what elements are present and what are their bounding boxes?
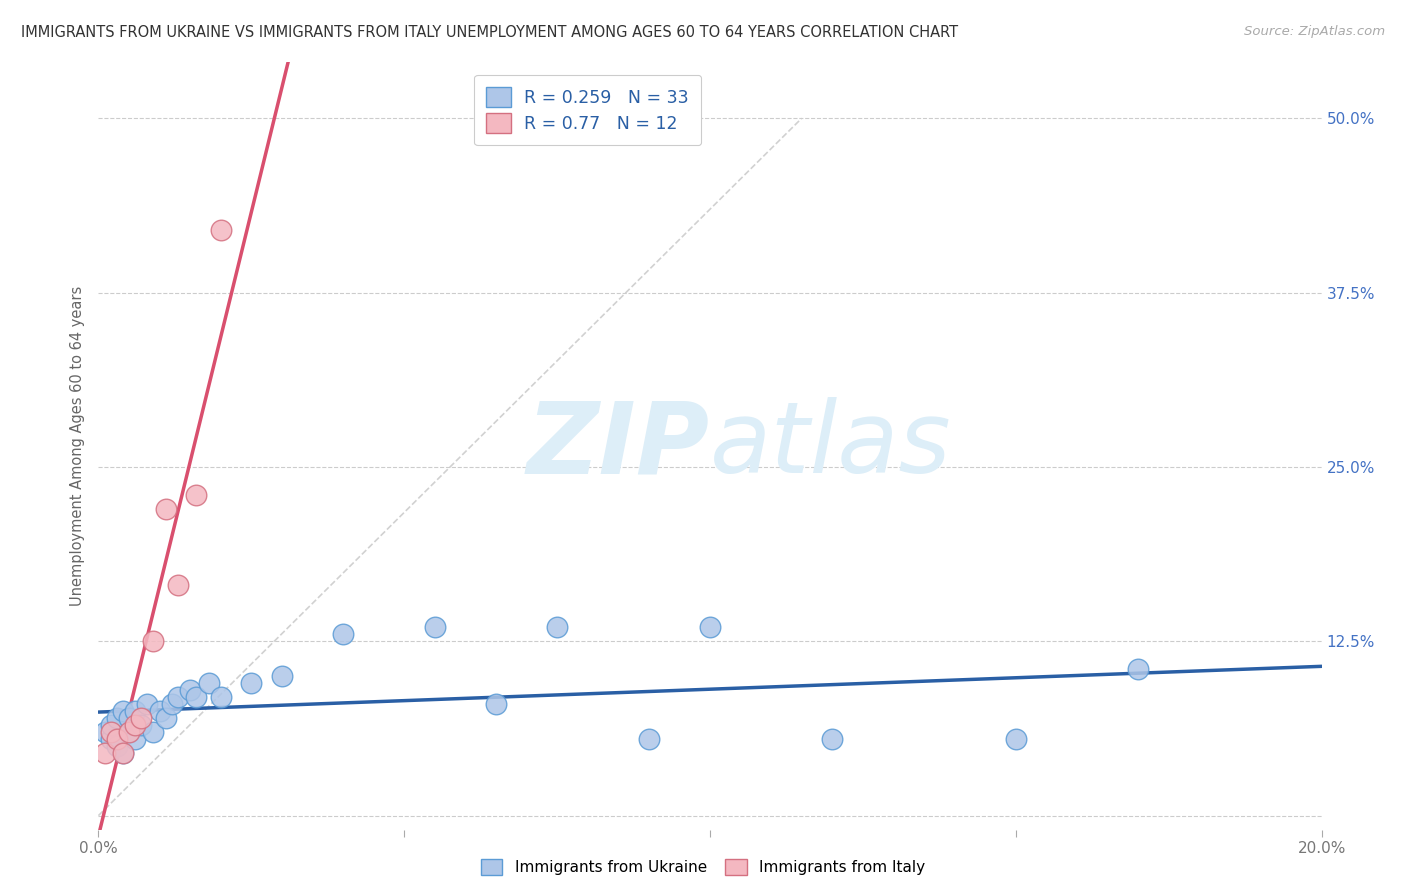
- Point: [209, 690, 232, 704]
- Point: [100, 718, 122, 732]
- Point: [105, 731, 128, 746]
- Text: atlas: atlas: [710, 398, 952, 494]
- Point: [149, 704, 172, 718]
- Text: Source: ZipAtlas.com: Source: ZipAtlas.com: [1244, 25, 1385, 38]
- Point: [270, 669, 292, 683]
- Point: [1004, 731, 1026, 746]
- Point: [100, 731, 122, 746]
- Point: [111, 746, 134, 760]
- Point: [546, 620, 568, 634]
- Point: [155, 711, 177, 725]
- Point: [129, 718, 152, 732]
- Point: [821, 731, 844, 746]
- Point: [186, 488, 208, 502]
- Point: [124, 718, 146, 732]
- Point: [105, 711, 128, 725]
- Point: [124, 731, 146, 746]
- Point: [332, 627, 354, 641]
- Point: [155, 501, 177, 516]
- Point: [637, 731, 661, 746]
- Point: [167, 690, 190, 704]
- Point: [179, 683, 201, 698]
- Text: IMMIGRANTS FROM UKRAINE VS IMMIGRANTS FROM ITALY UNEMPLOYMENT AMONG AGES 60 TO 6: IMMIGRANTS FROM UKRAINE VS IMMIGRANTS FR…: [21, 25, 959, 40]
- Point: [105, 739, 128, 753]
- Point: [118, 725, 141, 739]
- Point: [111, 746, 134, 760]
- Point: [485, 697, 508, 711]
- Point: [142, 634, 165, 648]
- Point: [167, 578, 190, 592]
- Point: [124, 704, 146, 718]
- Point: [186, 690, 208, 704]
- Point: [129, 711, 152, 725]
- Legend: Immigrants from Ukraine, Immigrants from Italy: Immigrants from Ukraine, Immigrants from…: [475, 854, 931, 881]
- Point: [93, 746, 115, 760]
- Text: ZIP: ZIP: [527, 398, 710, 494]
- Point: [136, 697, 159, 711]
- Point: [118, 711, 141, 725]
- Legend: R = 0.259   N = 33, R = 0.77   N = 12: R = 0.259 N = 33, R = 0.77 N = 12: [474, 75, 702, 145]
- Point: [209, 223, 232, 237]
- Point: [100, 725, 122, 739]
- Point: [699, 620, 721, 634]
- Point: [142, 725, 165, 739]
- Point: [160, 697, 183, 711]
- Point: [197, 676, 219, 690]
- Point: [240, 676, 263, 690]
- Point: [1128, 662, 1150, 676]
- Y-axis label: Unemployment Among Ages 60 to 64 years: Unemployment Among Ages 60 to 64 years: [69, 285, 84, 607]
- Point: [423, 620, 446, 634]
- Point: [118, 725, 141, 739]
- Point: [93, 725, 115, 739]
- Point: [111, 704, 134, 718]
